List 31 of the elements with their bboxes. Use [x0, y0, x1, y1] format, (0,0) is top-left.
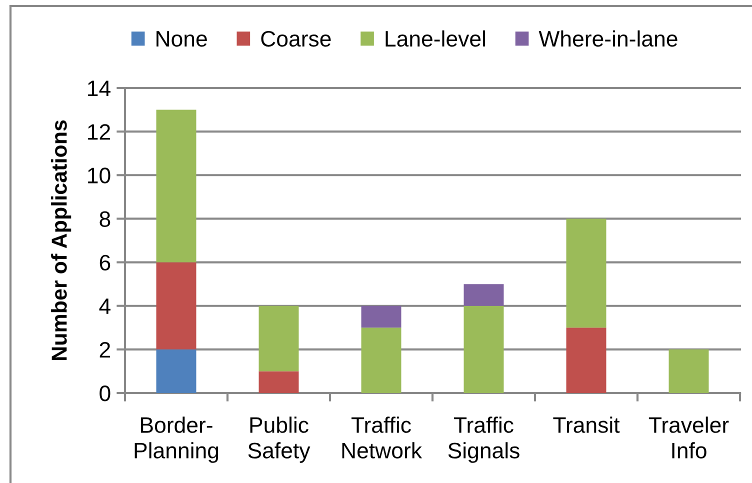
bar [156, 262, 196, 350]
y-tick-label: 12 [88, 124, 110, 140]
bar [258, 306, 299, 372]
x-tick-label: Border- Planning [134, 416, 218, 463]
legend-label: Coarse [261, 30, 331, 47]
legend-label: None [156, 31, 207, 47]
bar [566, 328, 606, 393]
x-tick-label: Traffic Signals [448, 416, 520, 463]
legend-label: Where-in-lane [538, 30, 678, 47]
y-tick-label: 10 [88, 168, 110, 184]
y-tick-label: 8 [100, 211, 110, 227]
bar [361, 306, 402, 328]
bar [464, 284, 504, 306]
bar [156, 349, 196, 393]
x-tick-label: Traffic Network [342, 416, 422, 458]
bar [361, 328, 402, 393]
bar [566, 218, 606, 328]
legend-label: Lane-level [386, 30, 485, 47]
y-tick-label: 0 [100, 386, 110, 402]
bar [464, 306, 504, 393]
bar [156, 110, 196, 262]
y-tick-label: 6 [100, 254, 110, 271]
y-tick-label: 4 [99, 298, 110, 314]
x-tick-label: Traveler Info [648, 416, 729, 458]
bar [258, 371, 299, 393]
x-tick-label: Public Safety [248, 416, 310, 463]
y-axis-title: Number of Applications [51, 120, 72, 360]
bar [668, 349, 709, 393]
y-tick-label: 2 [100, 342, 110, 358]
y-tick-label: 14 [88, 80, 110, 96]
x-tick-label: Transit [553, 416, 620, 433]
